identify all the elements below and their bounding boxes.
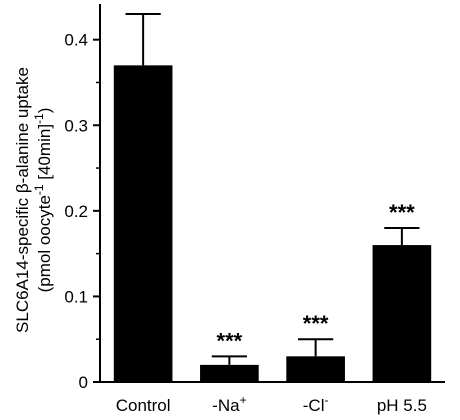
category-label: pH 5.5 — [377, 396, 427, 415]
y-axis-title-line1: SLC6A14-specific β-alanine uptake — [13, 67, 32, 333]
y-tick-label: 0.1 — [64, 287, 88, 306]
category-label: Control — [116, 396, 171, 415]
y-axis-title: SLC6A14-specific β-alanine uptake (pmol … — [13, 67, 54, 333]
bar — [286, 356, 345, 382]
y-tick-label: 0.3 — [64, 116, 88, 135]
significance-label: *** — [389, 200, 415, 225]
significance-label: *** — [303, 311, 329, 336]
y-axis-ticks: 0 0.1 0.2 0.3 0.4 — [64, 31, 100, 392]
significance-label: *** — [217, 328, 243, 353]
y-tick-label: 0.2 — [64, 202, 88, 221]
significance-labels: *** *** *** — [217, 200, 416, 353]
y-tick-label: 0 — [79, 373, 88, 392]
bar — [113, 65, 173, 382]
error-bars — [125, 13, 420, 365]
category-label: -Cl- — [303, 393, 329, 415]
y-axis-title-line2: (pmol oocyte-1 [40min]-1) — [32, 108, 54, 293]
category-labels: Control -Na+ -Cl-pH 5.5 — [116, 393, 427, 415]
bar — [372, 245, 432, 382]
y-tick-label: 0.4 — [64, 31, 88, 50]
bars — [113, 65, 432, 382]
category-label: -Na+ — [212, 393, 246, 415]
bar — [200, 364, 259, 382]
